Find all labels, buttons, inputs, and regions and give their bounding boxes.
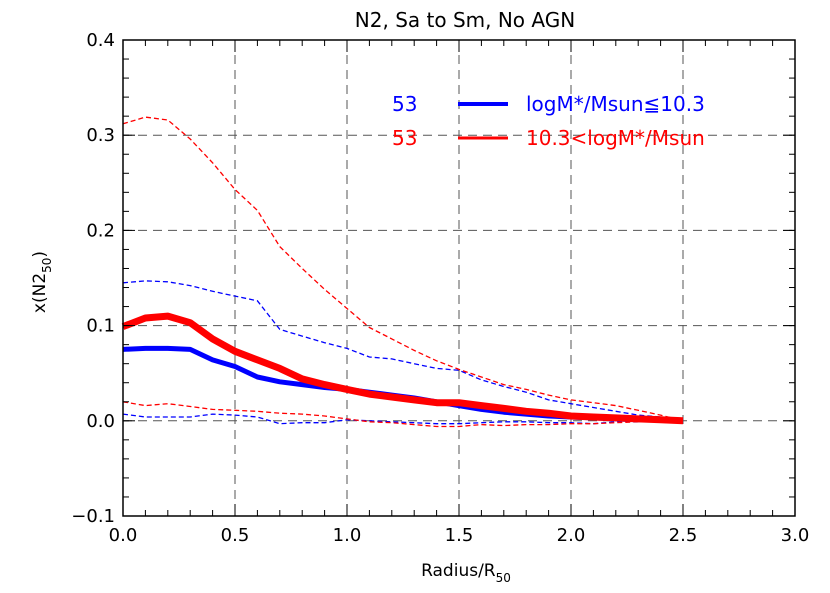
series-line-high-mass-lower: [122, 401, 683, 428]
legend-count: 53: [392, 92, 417, 116]
y-axis-label-close: ): [30, 251, 50, 258]
x-axis-label-main: Radius/R: [421, 561, 496, 581]
legend-count: 53: [392, 126, 417, 150]
y-tick-label: 0.1: [86, 316, 115, 337]
x-tick-label: 0.5: [221, 525, 250, 546]
ticks: 0.0 0.5 1.0 1.5 2.0 2.5 3.0−0.10.00.10.20.30.4: [71, 30, 809, 546]
legend-label: logM*/Msun≦10.3: [526, 92, 705, 116]
legend-label: 10.3<logM*/Msun: [526, 126, 705, 150]
y-tick-label: 0.2: [86, 220, 115, 241]
x-tick-label: 3.0: [781, 525, 810, 546]
x-axis-label: Radius/R50: [421, 561, 511, 585]
y-tick-label: 0.0: [86, 411, 115, 432]
y-tick-label: 0.4: [86, 30, 115, 51]
series-line-low-mass-upper: [122, 280, 684, 422]
series-line-low-mass-median: [122, 345, 684, 424]
x-tick-label: 1.0: [333, 525, 362, 546]
x-tick-label: 0.0: [109, 525, 138, 546]
x-tick-label: 2.5: [669, 525, 698, 546]
chart-title: N2, Sa to Sm, No AGN: [355, 8, 575, 32]
x-axis-label-sub: 50: [496, 571, 511, 585]
series-layer: [121, 116, 684, 428]
y-tick-label: 0.3: [86, 125, 115, 146]
x-tick-label: 1.5: [445, 525, 474, 546]
y-axis-label-sub: 50: [40, 258, 54, 273]
x-tick-label: 2.0: [557, 525, 586, 546]
y-tick-label: −0.1: [71, 506, 115, 527]
series-line-high-mass-median: [121, 312, 684, 425]
series-line-high-mass-upper: [122, 116, 684, 422]
y-axis-label-main: x(N2: [30, 273, 50, 313]
legend: 53 logM*/Msun≦10.3 53 10.3<logM*/Msun: [392, 92, 705, 150]
y-axis-label: x(N250): [30, 251, 54, 313]
